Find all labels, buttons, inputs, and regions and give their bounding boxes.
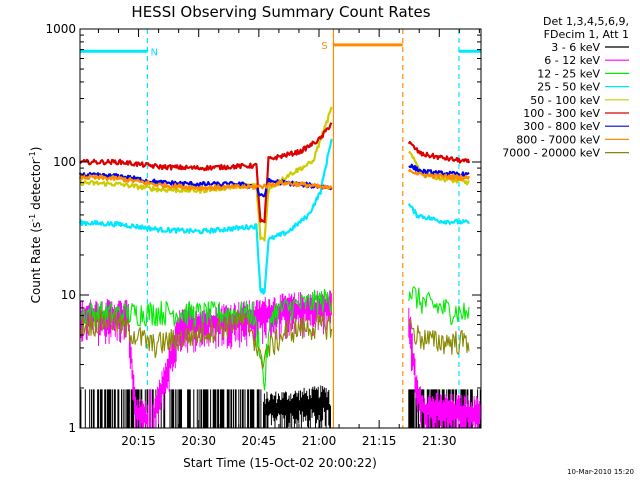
legend-label-12-25-kev: 12 - 25 keV bbox=[537, 67, 600, 80]
series-50-100-kev-segment-1 bbox=[79, 106, 333, 242]
series-12-25-kev-segment-1 bbox=[79, 288, 333, 391]
legend-label-25-50-kev: 25 - 50 keV bbox=[537, 81, 600, 94]
series-800-7000-kev-segment-1 bbox=[78, 174, 333, 192]
x-tick-label-5: 21:15 bbox=[362, 434, 397, 448]
legend-label-300-800-kev: 300 - 800 keV bbox=[523, 120, 600, 133]
y-axis-label-end: ) bbox=[29, 147, 43, 152]
legend-label-50-100-kev: 50 - 100 keV bbox=[530, 94, 600, 107]
series-800-7000-kev-segment-2 bbox=[407, 169, 471, 181]
legend: Det 1,3,4,5,6,9, FDecim 1, Att 1 3 - 6 k… bbox=[502, 15, 629, 160]
series-3-6-kev-segment-1 bbox=[80, 385, 331, 428]
x-tick-label-2: 20:30 bbox=[181, 434, 216, 448]
x-axis-label: Start Time (15-Oct-02 20:00:22) bbox=[183, 456, 377, 470]
series-7000-20000-kev bbox=[79, 309, 470, 370]
y-axis-label: Count Rate (s-1 detector-1) bbox=[28, 147, 43, 304]
chart-title: HESSI Observing Summary Count Rates bbox=[131, 3, 430, 21]
x-tick-label-1: 20:15 bbox=[121, 434, 156, 448]
legend-label-800-7000-kev: 800 - 7000 keV bbox=[516, 133, 600, 146]
series-100-300-kev-segment-2 bbox=[407, 140, 471, 164]
y-tick-label-4: 1000 bbox=[45, 22, 76, 36]
plot-frame bbox=[79, 28, 482, 429]
series-7000-20000-kev-segment-2 bbox=[408, 319, 470, 356]
legend-label-3-6-kev: 3 - 6 keV bbox=[551, 41, 600, 54]
y-axis-label-main: Count Rate (s bbox=[29, 222, 43, 304]
axes: 20:15 20:30 20:45 21:00 21:15 21:30 1 10 100 1000 bbox=[45, 22, 482, 448]
y-axis-label-exponent-1: -1 bbox=[28, 214, 37, 222]
flag-label-n: N bbox=[150, 47, 157, 58]
series-6-12-kev-segment-2 bbox=[408, 308, 481, 428]
legend-label-7000-20000-kev: 7000 - 20000 keV bbox=[502, 147, 600, 160]
series-25-50-kev-segment-2 bbox=[407, 203, 470, 225]
x-tick-label-3: 20:45 bbox=[242, 434, 277, 448]
legend-header-line-1: Det 1,3,4,5,6,9, bbox=[543, 15, 629, 28]
plot-marks: NS bbox=[78, 29, 481, 428]
series-12-25-kev-segment-2 bbox=[408, 286, 470, 325]
series-25-50-kev bbox=[78, 138, 470, 295]
y-tick-label-3: 100 bbox=[53, 155, 76, 169]
series-12-25-kev bbox=[79, 286, 470, 391]
y-axis-label-middle: detector bbox=[29, 159, 43, 214]
y-axis-label-exponent-2: -1 bbox=[28, 151, 37, 159]
x-tick-label-4: 21:00 bbox=[302, 434, 337, 448]
series-50-100-kev bbox=[79, 106, 470, 242]
series-100-300-kev bbox=[79, 122, 471, 224]
series-7000-20000-kev-segment-1 bbox=[79, 309, 333, 370]
flag-label-s: S bbox=[321, 41, 327, 52]
x-tick-label-6: 21:30 bbox=[422, 434, 457, 448]
legend-label-100-300-kev: 100 - 300 keV bbox=[523, 107, 600, 120]
y-tick-label-1: 1 bbox=[68, 421, 76, 435]
timestamp: 10-Mar-2010 15:20 bbox=[567, 468, 634, 476]
legend-label-6-12-kev: 6 - 12 keV bbox=[544, 54, 600, 67]
y-tick-label-2: 10 bbox=[61, 288, 76, 302]
legend-header-line-2: FDecim 1, Att 1 bbox=[544, 28, 629, 41]
series-800-7000-kev bbox=[78, 169, 471, 192]
series-100-300-kev-segment-1 bbox=[79, 122, 333, 224]
series-25-50-kev-segment-1 bbox=[78, 138, 333, 295]
